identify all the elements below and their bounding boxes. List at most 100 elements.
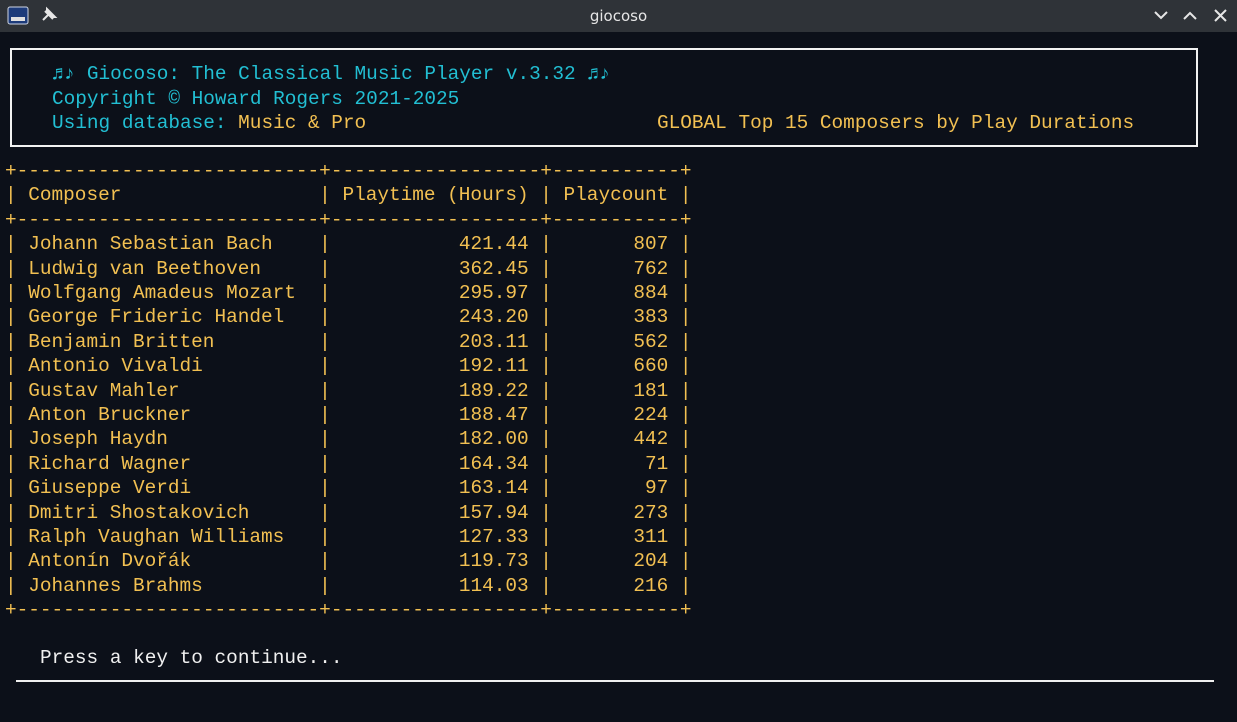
playtime-hours: 192.11 xyxy=(458,355,529,378)
playtime-hours: 243.20 xyxy=(458,306,529,329)
playtime-hours: 182.00 xyxy=(458,428,529,451)
column-header: Composer xyxy=(28,184,122,207)
composer-name: Wolfgang Amadeus Mozart xyxy=(28,282,296,304)
playcount: 383 xyxy=(633,306,669,329)
composer-name: Antonín Dvořák xyxy=(28,550,192,573)
playtime-hours: 127.33 xyxy=(458,526,529,548)
column-separator: | xyxy=(540,282,552,304)
playtime-hours: 114.03 xyxy=(458,574,529,597)
composer-name: Richard Wagner xyxy=(28,452,192,475)
playtime-hours: 362.45 xyxy=(458,257,529,280)
column-separator: | xyxy=(5,184,17,207)
playcount: 442 xyxy=(633,428,669,451)
playcount: 660 xyxy=(633,355,669,378)
column-separator: | xyxy=(679,550,692,573)
column-separator: | xyxy=(319,282,331,304)
pin-button[interactable] xyxy=(42,6,58,21)
column-separator: | xyxy=(319,257,331,280)
playcount: 762 xyxy=(633,257,669,280)
column-separator: | xyxy=(5,379,17,402)
column-separator: | xyxy=(5,574,17,597)
composer-name: Ralph Vaughan Williams xyxy=(28,526,285,548)
composer-name: Johann Sebastian Bach xyxy=(28,233,273,256)
table-border: +--------------------------+------------… xyxy=(5,160,692,182)
input-rule xyxy=(16,680,1214,682)
playcount: 884 xyxy=(633,282,669,304)
header-box: ♬♪ Giocoso: The Classical Music Player v… xyxy=(10,48,1198,147)
column-separator: | xyxy=(679,184,692,207)
column-separator: | xyxy=(5,428,17,451)
column-header: Playtime (Hours) xyxy=(342,184,529,207)
column-separator: | xyxy=(679,306,692,329)
composer-name: Anton Bruckner xyxy=(28,404,192,426)
database-label: Using database: xyxy=(52,112,227,134)
playcount: 311 xyxy=(633,526,669,548)
playcount: 562 xyxy=(633,330,669,353)
column-separator: | xyxy=(319,428,331,451)
column-separator: | xyxy=(679,282,692,304)
column-separator: | xyxy=(540,428,552,451)
title-bar: giocoso xyxy=(0,0,1237,32)
column-separator: | xyxy=(540,330,552,353)
column-separator: | xyxy=(5,282,17,304)
column-separator: | xyxy=(540,501,552,524)
column-separator: | xyxy=(679,526,692,548)
minimize-button[interactable] xyxy=(1154,11,1168,20)
column-separator: | xyxy=(540,526,552,548)
column-separator: | xyxy=(540,550,552,573)
column-separator: | xyxy=(5,477,17,500)
column-separator: | xyxy=(540,257,552,280)
playtime-hours: 119.73 xyxy=(458,550,529,573)
column-separator: | xyxy=(679,330,692,353)
playcount: 273 xyxy=(633,501,669,524)
column-separator: | xyxy=(319,574,331,597)
composer-name: Benjamin Britten xyxy=(28,330,215,353)
column-separator: | xyxy=(319,526,331,548)
column-separator: | xyxy=(540,379,552,402)
playcount: 71 xyxy=(645,452,669,475)
column-separator: | xyxy=(679,428,692,451)
app-icon-detail xyxy=(11,17,25,21)
report-title: GLOBAL Top 15 Composers by Play Duration… xyxy=(657,112,1135,134)
column-separator: | xyxy=(5,501,17,524)
playcount: 224 xyxy=(633,404,669,426)
column-separator: | xyxy=(679,452,692,475)
column-separator: | xyxy=(540,477,552,500)
composer-table: +--------------------------+------------… xyxy=(5,159,805,629)
app-title: ♬♪ Giocoso: The Classical Music Player v… xyxy=(52,63,611,85)
column-separator: | xyxy=(540,233,552,256)
prompt: Press a key to continue... xyxy=(40,647,343,669)
close-button[interactable] xyxy=(1214,9,1227,22)
column-separator: | xyxy=(679,257,692,280)
column-separator: | xyxy=(540,355,552,378)
column-separator: | xyxy=(679,379,692,402)
column-separator: | xyxy=(5,233,17,256)
column-separator: | xyxy=(319,306,331,329)
column-separator: | xyxy=(5,257,17,280)
column-separator: | xyxy=(319,355,331,378)
playtime-hours: 295.97 xyxy=(458,282,529,304)
maximize-button[interactable] xyxy=(1183,11,1197,20)
column-separator: | xyxy=(540,306,552,329)
column-separator: | xyxy=(5,404,17,426)
playtime-hours: 203.11 xyxy=(458,330,529,353)
column-separator: | xyxy=(319,184,331,207)
composer-name: Gustav Mahler xyxy=(28,379,180,402)
title-bar-icons xyxy=(7,6,1227,25)
playcount: 97 xyxy=(645,477,669,500)
column-separator: | xyxy=(540,452,552,475)
playtime-hours: 189.22 xyxy=(458,379,529,402)
column-separator: | xyxy=(5,526,17,548)
window-title: giocoso xyxy=(589,7,648,25)
database-name: Music & Pro xyxy=(238,112,367,134)
column-separator: | xyxy=(540,404,552,426)
database-line: Using database: Music & Pro xyxy=(52,111,366,135)
column-separator: | xyxy=(540,574,552,597)
playcount: 204 xyxy=(633,550,669,573)
composer-name: George Frideric Handel xyxy=(28,306,285,329)
column-separator: | xyxy=(319,501,331,524)
playtime-hours: 157.94 xyxy=(458,501,529,524)
composer-name: Giuseppe Verdi xyxy=(28,477,192,500)
playtime-hours: 188.47 xyxy=(458,404,529,426)
